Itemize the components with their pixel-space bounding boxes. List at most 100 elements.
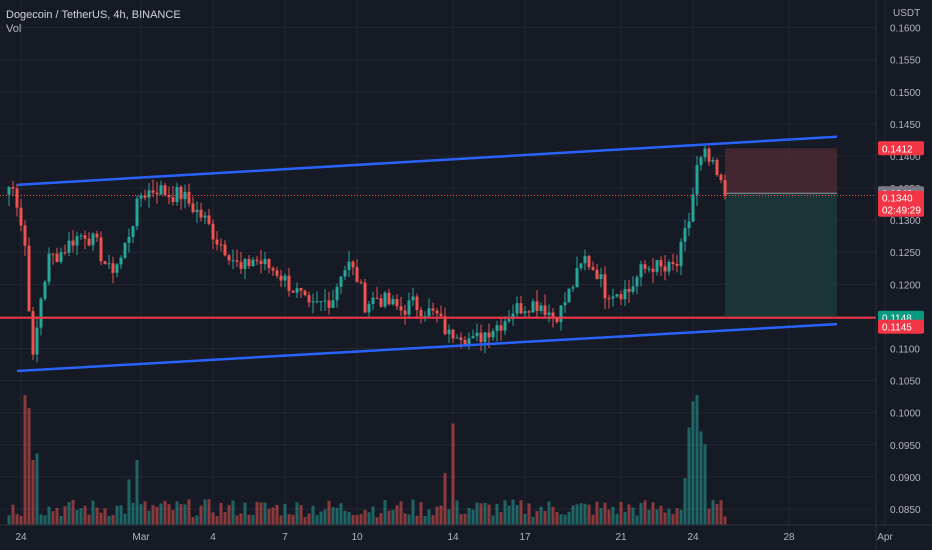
candle-body	[263, 259, 267, 265]
grid-lines	[0, 0, 886, 525]
volume-bar	[351, 514, 355, 525]
volume-bar	[635, 515, 639, 525]
volume-bar	[243, 502, 247, 525]
candle-body	[483, 332, 487, 343]
candle-body	[663, 266, 667, 272]
volume-bar	[583, 503, 587, 525]
candle-body	[231, 260, 235, 262]
price-axis[interactable]: USDT 0.16000.15500.15000.14500.14000.135…	[875, 0, 921, 550]
time-axis[interactable]: 24 Mar 4 7 10 14 17 21 24 28 Apr	[0, 524, 932, 543]
candle-body	[555, 317, 559, 323]
volume-bar	[211, 512, 215, 525]
volume-bar	[523, 513, 527, 525]
candle-body	[227, 255, 231, 261]
candle-body	[603, 274, 607, 299]
volume-bar	[507, 505, 511, 525]
candle-body	[363, 282, 367, 313]
volume-bar	[103, 508, 107, 525]
candle-body	[123, 242, 127, 258]
volume-bar	[483, 502, 487, 525]
candle-body	[247, 259, 251, 267]
candle-body	[523, 311, 527, 314]
trend-drawings[interactable]	[0, 135, 876, 373]
volume-bar	[23, 395, 27, 525]
candle-body	[539, 305, 543, 312]
volume-bar	[623, 511, 627, 525]
candle-body	[135, 198, 139, 227]
candle-body	[151, 190, 155, 193]
volume-bar	[339, 503, 343, 525]
volume-bar	[231, 500, 235, 525]
price-tick-label: 0.1250	[890, 248, 921, 259]
candle-body	[183, 191, 187, 200]
candle-body	[331, 300, 335, 308]
candle-body	[719, 174, 723, 181]
candle-body	[591, 267, 595, 270]
volume-bar	[459, 514, 463, 525]
volume-bar	[679, 509, 683, 525]
volume-bar	[643, 500, 647, 525]
volume-bar	[695, 395, 699, 525]
volume-bar	[147, 510, 151, 525]
volume-bar	[551, 506, 555, 525]
channel-upper-line	[16, 135, 838, 187]
volume-bar	[47, 506, 51, 525]
candle-body	[387, 292, 391, 305]
volume-bar	[455, 500, 459, 525]
candle-body	[359, 282, 363, 284]
time-tick-label: 14	[447, 532, 459, 543]
candle-body	[299, 288, 303, 291]
volume-bar	[143, 501, 147, 525]
position-tool[interactable]	[725, 148, 837, 318]
candle-body	[323, 300, 327, 302]
volume-bar	[527, 503, 531, 525]
symbol-legend[interactable]: Dogecoin / TetherUS, 4h, BINANCE Vol	[6, 8, 181, 36]
candle-body	[411, 296, 415, 301]
volume-bar	[375, 517, 379, 525]
volume-bar	[559, 514, 563, 525]
candle-body	[35, 327, 39, 355]
stop-loss-zone	[725, 148, 837, 194]
volume-bar	[403, 513, 407, 525]
candle-body	[19, 207, 23, 226]
volume-bar	[151, 505, 155, 525]
candle-body	[351, 261, 355, 268]
candle-body	[527, 311, 531, 313]
volume-bar	[499, 512, 503, 525]
candle-body	[75, 236, 79, 246]
volume-bar	[279, 515, 283, 525]
volume-bar	[27, 408, 31, 525]
candle-body	[575, 268, 579, 288]
time-tick-label: 7	[282, 532, 288, 543]
price-tag	[878, 141, 924, 156]
time-tick-label: 24	[687, 532, 699, 543]
candle-body	[443, 316, 447, 335]
time-tick-label: Mar	[132, 532, 150, 543]
volume-bar	[267, 508, 271, 525]
candle-body	[335, 286, 339, 301]
candle-body	[551, 312, 555, 318]
volume-bar	[111, 514, 115, 525]
candle-body	[703, 148, 707, 158]
volume-bar	[203, 499, 207, 525]
volume-bar	[19, 515, 23, 525]
candle-body	[531, 301, 535, 313]
candle-body	[259, 260, 263, 265]
volume-bar	[671, 514, 675, 525]
volume-bar	[663, 512, 667, 525]
volume-bar	[159, 503, 163, 525]
volume-bar	[35, 453, 39, 525]
candle-body	[447, 329, 451, 335]
candlesticks	[7, 143, 727, 363]
candle-body	[679, 241, 683, 266]
candle-body	[287, 275, 291, 291]
volume-bar	[379, 513, 383, 525]
volume-bar	[43, 515, 47, 525]
volume-bar	[51, 511, 55, 525]
candle-body	[671, 262, 675, 265]
volume-bar	[83, 505, 87, 525]
candle-body	[87, 238, 91, 246]
volume-bar	[571, 505, 575, 525]
